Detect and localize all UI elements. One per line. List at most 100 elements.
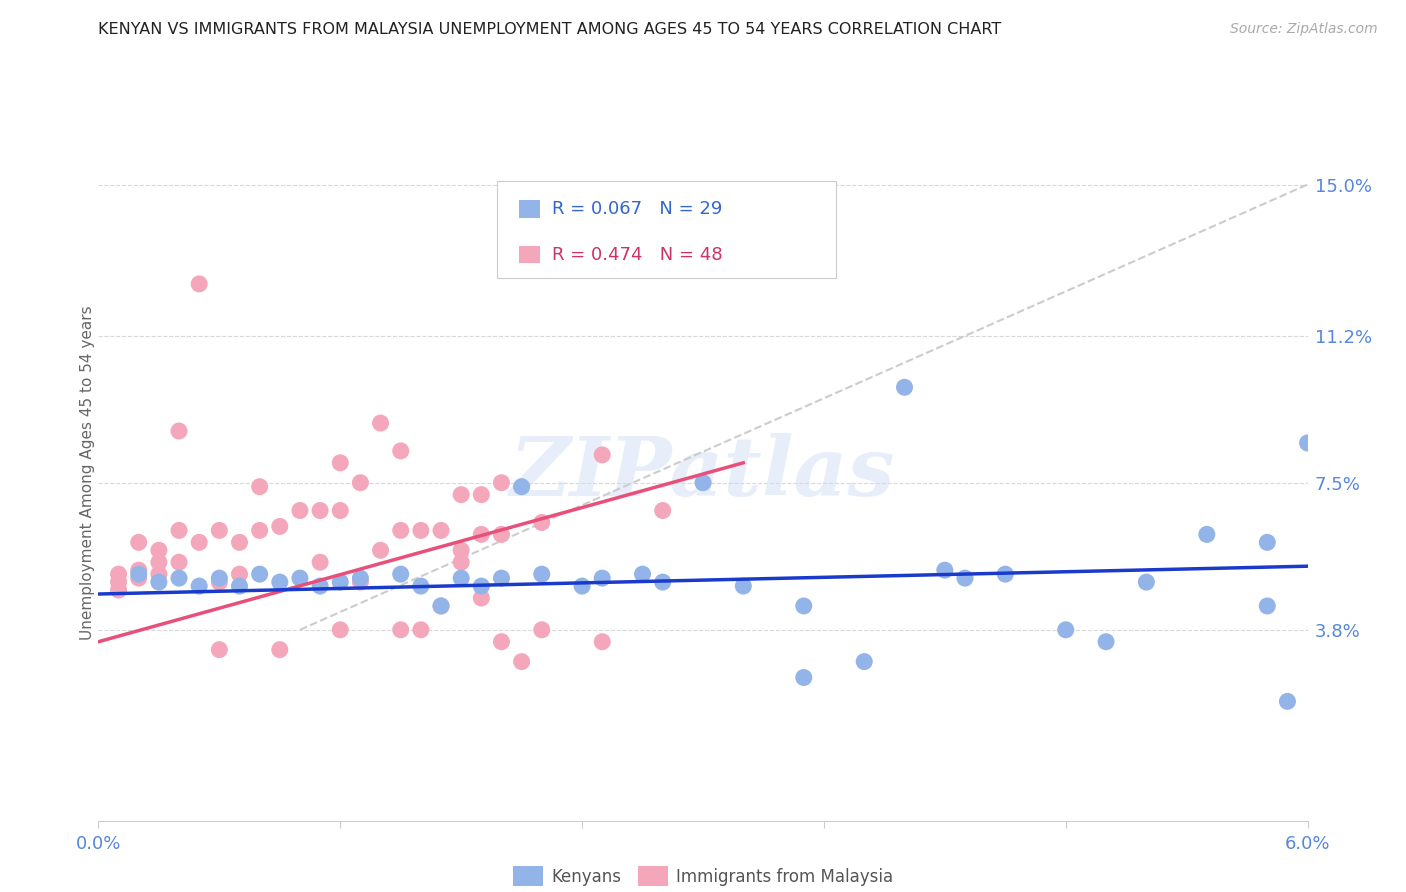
Point (309, 579, 332, 593)
Point (208, 524, 231, 538)
Point (148, 555, 170, 569)
Text: KENYAN VS IMMIGRANTS FROM MALAYSIA UNEMPLOYMENT AMONG AGES 45 TO 54 YEARS CORREL: KENYAN VS IMMIGRANTS FROM MALAYSIA UNEMP… (98, 22, 1001, 37)
Point (107, 567, 129, 582)
Point (1195, 527, 1218, 541)
FancyBboxPatch shape (519, 246, 540, 263)
Point (389, 567, 412, 582)
Point (491, 634, 513, 648)
Point (208, 575, 231, 590)
Point (249, 567, 271, 582)
Point (228, 567, 250, 582)
Point (148, 543, 170, 558)
Point (530, 567, 553, 582)
Text: Source: ZipAtlas.com: Source: ZipAtlas.com (1230, 22, 1378, 37)
Point (128, 567, 150, 582)
Point (329, 623, 352, 637)
Point (309, 503, 332, 517)
Point (510, 655, 533, 669)
Y-axis label: Unemployment Among Ages 45 to 54 years: Unemployment Among Ages 45 to 54 years (80, 305, 94, 640)
Point (208, 642, 231, 657)
Point (793, 671, 815, 685)
Point (349, 571, 371, 585)
Legend: Kenyans, Immigrants from Malaysia: Kenyans, Immigrants from Malaysia (506, 860, 900, 892)
Point (591, 448, 613, 462)
Point (370, 416, 392, 430)
Point (793, 599, 815, 613)
Point (167, 571, 190, 585)
Point (430, 524, 453, 538)
Point (450, 571, 472, 585)
Point (853, 655, 876, 669)
Point (571, 579, 593, 593)
Point (228, 579, 250, 593)
Point (128, 571, 150, 585)
Point (288, 571, 311, 585)
FancyBboxPatch shape (519, 200, 540, 218)
Point (329, 456, 352, 470)
Point (491, 527, 513, 541)
Point (288, 503, 311, 517)
Point (994, 567, 1017, 582)
Point (733, 579, 755, 593)
Point (409, 579, 432, 593)
Point (470, 527, 492, 541)
Point (389, 443, 412, 458)
Point (188, 579, 211, 593)
Point (1256, 535, 1278, 549)
Point (510, 480, 533, 494)
Point (269, 519, 291, 533)
Point (591, 634, 613, 648)
Point (309, 555, 332, 569)
Point (450, 543, 472, 558)
Point (148, 575, 170, 590)
Point (491, 571, 513, 585)
Point (249, 480, 271, 494)
Point (370, 543, 392, 558)
Point (128, 563, 150, 577)
FancyBboxPatch shape (498, 180, 837, 278)
Point (1054, 623, 1077, 637)
Point (450, 555, 472, 569)
Point (188, 277, 211, 291)
Point (148, 567, 170, 582)
Point (389, 623, 412, 637)
Text: R = 0.474   N = 48: R = 0.474 N = 48 (553, 245, 723, 264)
Point (249, 524, 271, 538)
Point (389, 524, 412, 538)
Point (470, 579, 492, 593)
Point (228, 535, 250, 549)
Point (167, 555, 190, 569)
Point (1256, 599, 1278, 613)
Point (491, 475, 513, 490)
Point (269, 575, 291, 590)
Point (349, 475, 371, 490)
Point (651, 575, 673, 590)
Point (208, 571, 231, 585)
Point (329, 503, 352, 517)
Point (128, 535, 150, 549)
Point (470, 488, 492, 502)
Text: ZIPatlas: ZIPatlas (510, 433, 896, 513)
Point (167, 424, 190, 438)
Point (530, 623, 553, 637)
Point (1135, 575, 1157, 590)
Point (107, 582, 129, 597)
Point (107, 575, 129, 590)
Point (953, 571, 976, 585)
Text: R = 0.067   N = 29: R = 0.067 N = 29 (553, 200, 723, 218)
Point (430, 599, 453, 613)
Point (430, 599, 453, 613)
Point (409, 524, 432, 538)
Point (631, 567, 654, 582)
Point (1296, 436, 1319, 450)
Point (934, 563, 956, 577)
Point (530, 516, 553, 530)
Point (651, 503, 673, 517)
Point (409, 623, 432, 637)
Point (692, 475, 714, 490)
Point (167, 524, 190, 538)
Point (329, 575, 352, 590)
Point (1095, 634, 1118, 648)
Point (470, 591, 492, 605)
Point (893, 380, 915, 394)
